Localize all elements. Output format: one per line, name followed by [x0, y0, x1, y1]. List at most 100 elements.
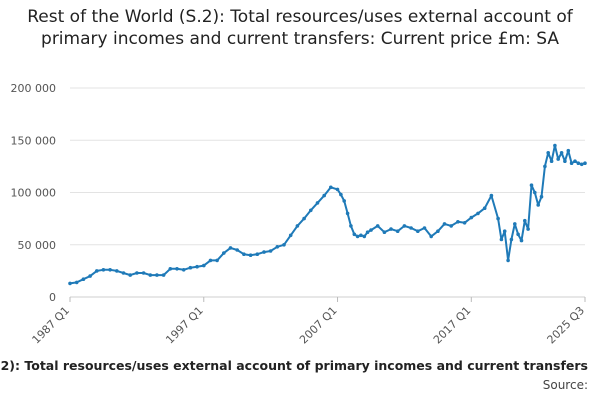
y-axis: 0 50 000 100 000 150 000 200 000 — [11, 82, 57, 304]
data-point — [516, 232, 520, 237]
data-point — [502, 229, 507, 233]
gridlines — [70, 87, 585, 246]
data-point — [382, 230, 387, 234]
data-point — [556, 157, 560, 161]
data-point — [168, 267, 173, 271]
data-point — [335, 187, 340, 192]
data-point — [576, 161, 581, 165]
data-point — [329, 185, 333, 190]
data-point — [375, 224, 380, 228]
data-point — [121, 271, 126, 275]
series-line — [69, 144, 586, 285]
data-point — [449, 224, 454, 228]
data-point — [175, 267, 179, 271]
legend[interactable]: Rest of the World (S.2): Total resources… — [0, 358, 600, 373]
data-point — [101, 268, 106, 272]
data-point — [288, 233, 293, 238]
data-point — [268, 249, 273, 253]
y-tick-label: 0 — [49, 291, 56, 304]
data-point — [566, 148, 571, 153]
data-point — [409, 226, 413, 230]
data-point — [155, 273, 159, 277]
data-point — [395, 229, 400, 233]
data-point — [579, 162, 584, 167]
data-point — [422, 226, 427, 230]
data-point — [506, 258, 510, 263]
data-point — [456, 220, 460, 224]
data-point — [442, 222, 447, 226]
data-point — [546, 151, 550, 155]
data-point — [389, 227, 393, 231]
data-point — [536, 203, 540, 207]
data-point — [95, 269, 99, 273]
data-point — [496, 216, 500, 221]
data-point — [275, 245, 280, 249]
data-point — [255, 252, 260, 256]
data-point — [161, 273, 166, 277]
data-point — [295, 224, 300, 228]
data-point — [369, 228, 373, 232]
data-point — [195, 264, 199, 269]
data-point — [141, 271, 146, 275]
data-point — [188, 265, 193, 270]
x-tick-label: 1987 Q1 — [30, 304, 73, 347]
data-point — [519, 238, 524, 243]
y-tick-label: 50 000 — [18, 239, 57, 252]
data-point — [355, 234, 360, 239]
data-point — [242, 252, 246, 256]
data-point — [476, 211, 480, 216]
data-point — [222, 251, 226, 255]
x-tick-label: 2007 Q1 — [297, 304, 340, 347]
data-point — [539, 194, 544, 199]
data-point — [115, 269, 119, 273]
data-point — [309, 208, 313, 213]
data-point — [533, 190, 537, 195]
data-point — [362, 234, 367, 239]
data-point — [88, 274, 92, 278]
data-point — [462, 221, 467, 225]
data-point — [148, 273, 153, 277]
data-point — [543, 164, 547, 169]
data-point — [345, 211, 350, 216]
data-point — [342, 199, 347, 203]
x-axis: 1987 Q1 1997 Q1 2007 Q1 2017 Q1 2025 Q3 — [30, 296, 587, 347]
series-layer — [68, 143, 587, 286]
data-point — [513, 222, 517, 226]
data-point — [262, 250, 266, 254]
data-point — [583, 161, 587, 165]
data-point — [81, 277, 86, 282]
data-point — [235, 248, 239, 252]
y-tick-label: 200 000 — [11, 82, 57, 95]
data-point — [352, 232, 357, 237]
data-point — [489, 193, 494, 198]
data-point — [315, 201, 320, 205]
data-point — [429, 234, 434, 239]
data-point — [322, 193, 327, 198]
data-point — [402, 224, 407, 228]
y-tick-label: 100 000 — [11, 187, 57, 200]
data-point — [359, 233, 363, 238]
x-tick-label: 1997 Q1 — [163, 304, 206, 347]
data-point — [215, 258, 219, 263]
data-point — [436, 229, 440, 233]
data-point — [339, 192, 343, 197]
data-point — [202, 263, 206, 268]
data-point — [523, 218, 527, 223]
data-point — [569, 161, 574, 165]
x-tick-label: 2017 Q1 — [431, 304, 474, 347]
data-point — [135, 271, 139, 275]
data-point — [181, 268, 186, 272]
data-point — [248, 253, 253, 257]
data-point — [228, 246, 233, 250]
data-point — [499, 237, 504, 242]
data-point — [365, 230, 370, 234]
data-point — [563, 159, 567, 163]
data-point — [282, 243, 286, 247]
data-point — [553, 143, 557, 148]
data-point — [509, 237, 514, 242]
data-point — [74, 280, 79, 285]
chart-title: Rest of the World (S.2): Total resources… — [27, 7, 573, 49]
data-point — [559, 151, 564, 155]
